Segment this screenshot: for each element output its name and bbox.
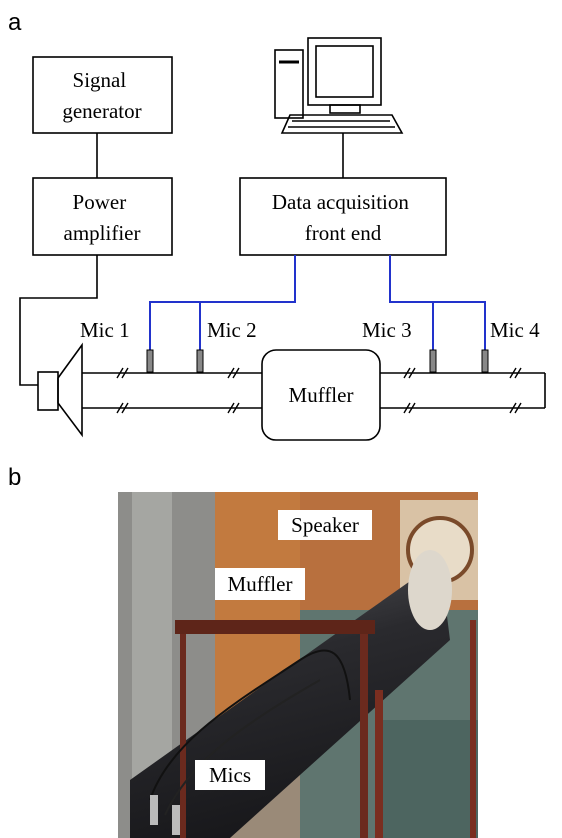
box-label: Power amplifier xyxy=(64,190,141,245)
speaker xyxy=(37,371,59,411)
mic-label: Mic 3 xyxy=(362,318,412,342)
panel-label: a xyxy=(8,9,22,36)
box xyxy=(32,177,173,256)
photo-label: Mics xyxy=(209,763,251,787)
box xyxy=(32,56,173,134)
mic xyxy=(429,349,437,373)
mic-wire xyxy=(149,255,296,350)
mic-label: Mic 4 xyxy=(490,318,540,342)
mic-label: Mic 1 xyxy=(80,318,130,342)
box-label: Data acquisition front end xyxy=(272,190,414,245)
computer-icon xyxy=(274,37,404,134)
muffler-label: Muffler xyxy=(289,383,354,407)
panel-label: b xyxy=(8,464,21,491)
mic-wire xyxy=(389,255,486,350)
speaker xyxy=(57,342,83,438)
connector xyxy=(19,255,98,386)
box xyxy=(239,177,447,256)
mic xyxy=(481,349,489,373)
mic-label: Mic 2 xyxy=(207,318,257,342)
photo-label: Muffler xyxy=(228,572,293,596)
box-label: Signal generator xyxy=(62,68,141,123)
mic xyxy=(146,349,154,373)
photo xyxy=(118,492,478,838)
photo-label: Speaker xyxy=(291,513,359,537)
break-marks xyxy=(116,367,522,414)
muffler xyxy=(261,349,381,441)
mic xyxy=(196,349,204,373)
